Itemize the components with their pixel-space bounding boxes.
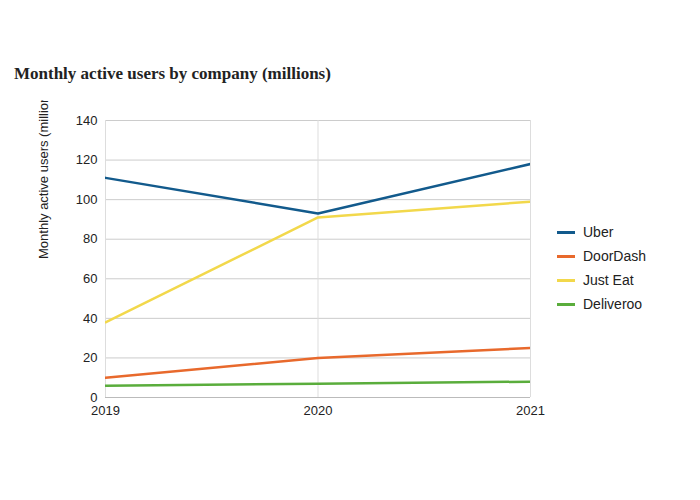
svg-text:0: 0 xyxy=(90,389,98,405)
svg-text:80: 80 xyxy=(83,231,97,246)
svg-text:Monthly active users (millions: Monthly active users (millions) xyxy=(36,100,51,259)
svg-text:2019: 2019 xyxy=(91,403,120,418)
svg-text:120: 120 xyxy=(76,152,98,167)
html-text:DoorDash: DoorDash xyxy=(583,248,646,264)
html-text:Uber: Uber xyxy=(583,224,614,240)
html-text:Monthly active users by compan: Monthly active users by company (million… xyxy=(14,64,331,83)
svg-text:40: 40 xyxy=(83,311,97,326)
svg-text:100: 100 xyxy=(76,192,98,207)
svg-text:2021: 2021 xyxy=(516,403,545,418)
svg-text:60: 60 xyxy=(83,271,97,286)
html-text:Just Eat: Just Eat xyxy=(583,272,634,288)
html-text:Deliveroo: Deliveroo xyxy=(583,296,643,312)
svg-text:20: 20 xyxy=(83,350,97,365)
svg-text:2020: 2020 xyxy=(304,403,333,418)
svg-text:140: 140 xyxy=(76,113,98,128)
